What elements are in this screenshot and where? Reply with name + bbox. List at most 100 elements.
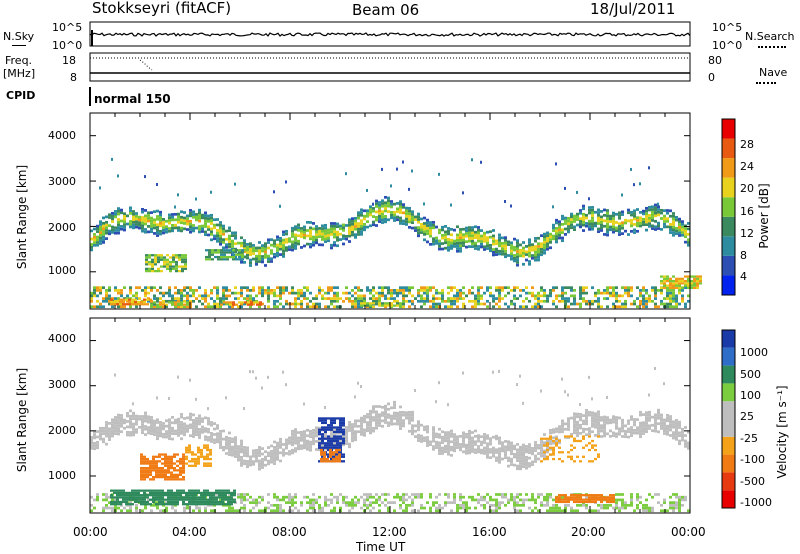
power-cell (153, 218, 156, 222)
velocity-cell (390, 420, 393, 423)
power-cell (300, 229, 303, 233)
velocity-cell (132, 417, 135, 420)
velocity-cell (200, 455, 203, 458)
power-cell (591, 208, 594, 212)
velocity-cell (465, 509, 468, 513)
power-cell (348, 218, 351, 222)
power-cell (672, 231, 675, 234)
power-cell (639, 219, 642, 222)
velocity-cell (612, 420, 615, 424)
power-cell (450, 203, 452, 207)
velocity-cell (177, 428, 180, 432)
power-cell (129, 305, 132, 309)
power-cell (537, 242, 540, 246)
velocity-cell (555, 496, 558, 499)
velocity-cell (615, 506, 618, 510)
power-cell (318, 229, 321, 233)
power-cell (561, 239, 564, 243)
vel-cbar-tick-m1000: -1000 (740, 496, 772, 509)
velocity-cell (228, 509, 231, 513)
power-cell (270, 249, 273, 252)
power-cell (516, 252, 519, 256)
power-cell (154, 258, 157, 261)
velocity-cell (152, 491, 155, 495)
power-cell (477, 294, 480, 298)
power-cell (241, 255, 244, 259)
power-cell (429, 242, 432, 246)
power-cell (279, 302, 282, 306)
velocity-cell (519, 374, 521, 378)
velocity-cell (519, 467, 522, 471)
velocity-cell (105, 423, 108, 427)
power-cell (336, 244, 339, 248)
velocity-cell (561, 377, 563, 381)
power-cell (192, 215, 195, 219)
power-cell (351, 289, 354, 292)
velocity-cell (438, 493, 441, 496)
velocity-cell (161, 473, 164, 476)
power-cell (294, 238, 297, 242)
velocity-cell (462, 503, 465, 507)
velocity-cell (195, 397, 197, 401)
power-cell (151, 267, 154, 270)
power-cell (678, 302, 681, 306)
power-cell (654, 297, 657, 300)
velocity-cell (108, 495, 111, 499)
velocity-cell (209, 496, 212, 499)
velocity-cell (528, 456, 531, 460)
velocity-cell (216, 435, 219, 438)
velocity-cell (143, 498, 146, 501)
velocity-cell (150, 432, 153, 436)
velocity-cell (149, 460, 152, 463)
power-cell (618, 294, 621, 298)
power-cell (223, 258, 226, 261)
power-cell (267, 286, 270, 290)
velocity-cell (675, 501, 678, 504)
power-cell (232, 255, 235, 259)
velocity-cell (399, 498, 402, 502)
power-cell (543, 243, 546, 247)
velocity-cell (195, 506, 198, 510)
velocity-cell (303, 495, 306, 499)
velocity-cell (270, 449, 273, 453)
velocity-cell (663, 382, 665, 386)
velocity-cell (642, 421, 645, 425)
power-cell (585, 286, 588, 290)
velocity-cell (663, 432, 666, 435)
velocity-cell (117, 506, 120, 510)
velocity-cell (206, 462, 209, 465)
power-cell (270, 251, 273, 255)
velocity-cell (273, 509, 276, 513)
power-cell (687, 294, 690, 298)
power-cell (148, 256, 151, 259)
velocity-cell (519, 493, 522, 496)
velocity-cell (639, 432, 642, 436)
power-cell (175, 263, 178, 266)
power-cell (165, 230, 168, 234)
velocity-cell (597, 413, 600, 416)
power-cell (246, 248, 249, 252)
velocity-cell (417, 495, 420, 499)
power-cell (387, 302, 390, 305)
power-cell (192, 226, 195, 230)
power-cell (684, 229, 687, 233)
nsky-label: N.Sky (3, 30, 35, 43)
velocity-cell (200, 498, 203, 501)
power-cell (126, 294, 129, 298)
velocity-cell (639, 429, 642, 433)
power-cell (204, 216, 207, 220)
velocity-cell (264, 455, 267, 459)
power-cell (129, 209, 132, 212)
power-cell (300, 246, 303, 249)
velocity-cell (197, 455, 200, 458)
velocity-cell (318, 444, 321, 447)
power-cell (321, 289, 324, 292)
power-cell (321, 224, 324, 228)
velocity-cell (459, 506, 462, 510)
velocity-cell (342, 498, 345, 502)
velocity-cell (348, 503, 351, 507)
power-cell (462, 286, 465, 290)
velocity-cell (645, 506, 648, 510)
power-cell (183, 294, 186, 298)
velocity-cell (231, 448, 234, 452)
